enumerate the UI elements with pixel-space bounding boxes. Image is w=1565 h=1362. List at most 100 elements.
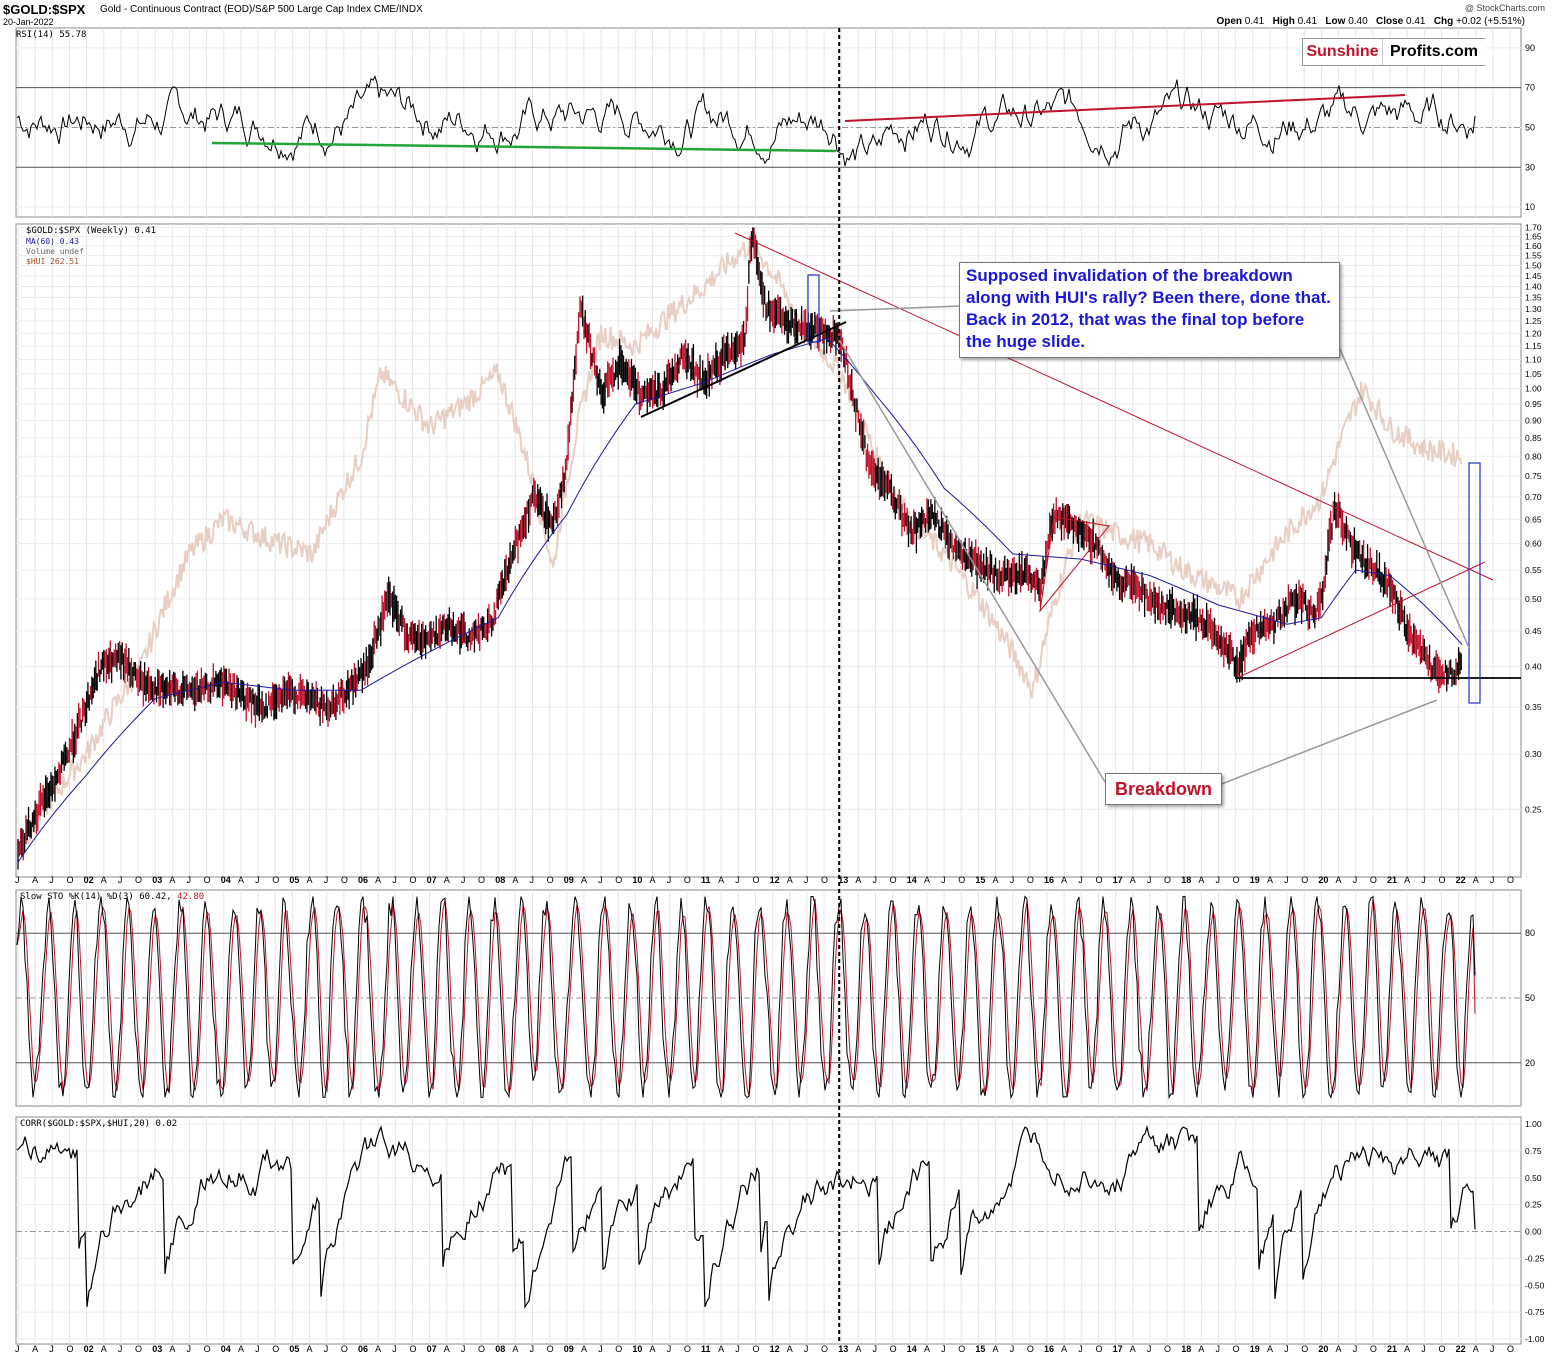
logo-part-profits: Profits.com xyxy=(1382,39,1485,65)
corr-tick-label: -0.25 xyxy=(1525,1253,1545,1263)
month-label: O xyxy=(615,875,622,885)
month-label: A xyxy=(169,1344,175,1354)
month-label: O xyxy=(1164,875,1171,885)
sunshine-profits-logo: Sunshine Profits.com xyxy=(1302,38,1485,66)
year-label: 08 xyxy=(495,875,505,885)
rsi-tick-label: 90 xyxy=(1525,43,1535,53)
year-label: 15 xyxy=(975,875,985,885)
price-tick-label: 1.30 xyxy=(1525,304,1542,314)
price-tick-label: 0.80 xyxy=(1525,451,1542,461)
month-label: O xyxy=(752,1344,759,1354)
year-label: 17 xyxy=(1113,1344,1123,1354)
year-label: 03 xyxy=(152,875,162,885)
year-label: 09 xyxy=(564,875,574,885)
support-trendline-2010 xyxy=(640,321,847,418)
month-label: J xyxy=(118,875,123,885)
chg-label: Chg xyxy=(1433,16,1454,27)
month-label: J xyxy=(667,875,672,885)
highlight-box-2022 xyxy=(1468,462,1481,704)
year-label: 07 xyxy=(427,875,437,885)
price-tick-label: 1.25 xyxy=(1525,316,1542,326)
corr-tick-label: -1.00 xyxy=(1525,1334,1545,1344)
year-label: 19 xyxy=(1250,1344,1260,1354)
price-tick-label: 0.30 xyxy=(1525,749,1542,759)
month-label: O xyxy=(1233,1344,1240,1354)
month-label: J xyxy=(1421,875,1426,885)
rising-trendline-2018 xyxy=(1236,561,1486,679)
chg-value: +0.02 (+5.51%) xyxy=(1456,16,1525,27)
month-label: J xyxy=(1078,875,1083,885)
month-label: O xyxy=(1507,875,1514,885)
month-label: O xyxy=(890,1344,897,1354)
month-label: J xyxy=(598,1344,603,1354)
breakdown-pointer-2021 xyxy=(1218,699,1438,786)
month-label: A xyxy=(238,1344,244,1354)
rsi-legend: RSI(14) 55.78 xyxy=(16,30,87,40)
ma-legend: MA(60) 0.43 xyxy=(26,237,79,246)
month-label: O xyxy=(135,1344,142,1354)
corr-line xyxy=(16,1124,1476,1309)
year-label: 04 xyxy=(221,1344,231,1354)
month-label: A xyxy=(512,1344,518,1354)
month-label: O xyxy=(272,1344,279,1354)
month-label: O xyxy=(66,1344,73,1354)
ma60-line xyxy=(17,337,1463,863)
month-label: J xyxy=(1010,1344,1015,1354)
month-label: A xyxy=(1130,1344,1136,1354)
month-label: O xyxy=(272,875,279,885)
year-label: 13 xyxy=(838,1344,848,1354)
month-label: A xyxy=(718,1344,724,1354)
open-label: Open xyxy=(1216,16,1242,27)
month-label: O xyxy=(1233,875,1240,885)
month-label: A xyxy=(1130,875,1136,885)
month-label: J xyxy=(1147,1344,1152,1354)
price-tick-label: 0.25 xyxy=(1525,804,1542,814)
month-label: J xyxy=(15,875,20,885)
year-label: 15 xyxy=(975,1344,985,1354)
month-label: O xyxy=(684,1344,691,1354)
month-label: A xyxy=(1404,1344,1410,1354)
high-label: High xyxy=(1272,16,1295,27)
year-label: 05 xyxy=(289,875,299,885)
month-label: O xyxy=(958,1344,965,1354)
sto-legend-d: 42.80 xyxy=(171,892,205,902)
price-tick-label: 1.05 xyxy=(1525,369,1542,379)
chart-date: 20-Jan-2022 xyxy=(3,17,54,27)
month-label: J xyxy=(873,875,878,885)
month-label: O xyxy=(204,1344,211,1354)
month-label: J xyxy=(735,1344,740,1354)
year-label: 14 xyxy=(907,875,917,885)
open-value: 0.41 xyxy=(1244,16,1265,27)
low-label: Low xyxy=(1325,16,1346,27)
corr-tick-label: 0.50 xyxy=(1525,1173,1542,1183)
year-label: 16 xyxy=(1044,875,1054,885)
month-label: A xyxy=(718,875,724,885)
price-tick-label: 0.90 xyxy=(1525,416,1542,426)
year-label: 09 xyxy=(564,1344,574,1354)
month-label: A xyxy=(1404,875,1410,885)
year-label: 22 xyxy=(1456,1344,1466,1354)
year-label: 07 xyxy=(427,1344,437,1354)
month-label: A xyxy=(32,875,38,885)
rsi-tick-label: 10 xyxy=(1525,202,1535,212)
month-label: A xyxy=(1336,1344,1342,1354)
month-label: O xyxy=(478,1344,485,1354)
high-value: 0.41 xyxy=(1297,16,1318,27)
month-label: J xyxy=(1147,875,1152,885)
month-label: J xyxy=(461,875,466,885)
stockcharts-credit: @ StockCharts.com xyxy=(1464,3,1545,13)
sto-tick-label: 50 xyxy=(1525,993,1535,1003)
panel-frame-price xyxy=(15,223,1522,878)
year-label: 05 xyxy=(289,1344,299,1354)
month-label: A xyxy=(650,875,656,885)
year-label: 22 xyxy=(1456,875,1466,885)
year-label: 11 xyxy=(701,1344,711,1354)
month-label: O xyxy=(1438,875,1445,885)
month-label: J xyxy=(392,1344,397,1354)
price-tick-label: 1.65 xyxy=(1525,232,1542,242)
month-label: A xyxy=(1267,875,1273,885)
price-tick-label: 1.35 xyxy=(1525,293,1542,303)
price-tick-label: 1.70 xyxy=(1525,223,1542,233)
month-label: A xyxy=(307,1344,313,1354)
month-label: J xyxy=(1216,875,1221,885)
